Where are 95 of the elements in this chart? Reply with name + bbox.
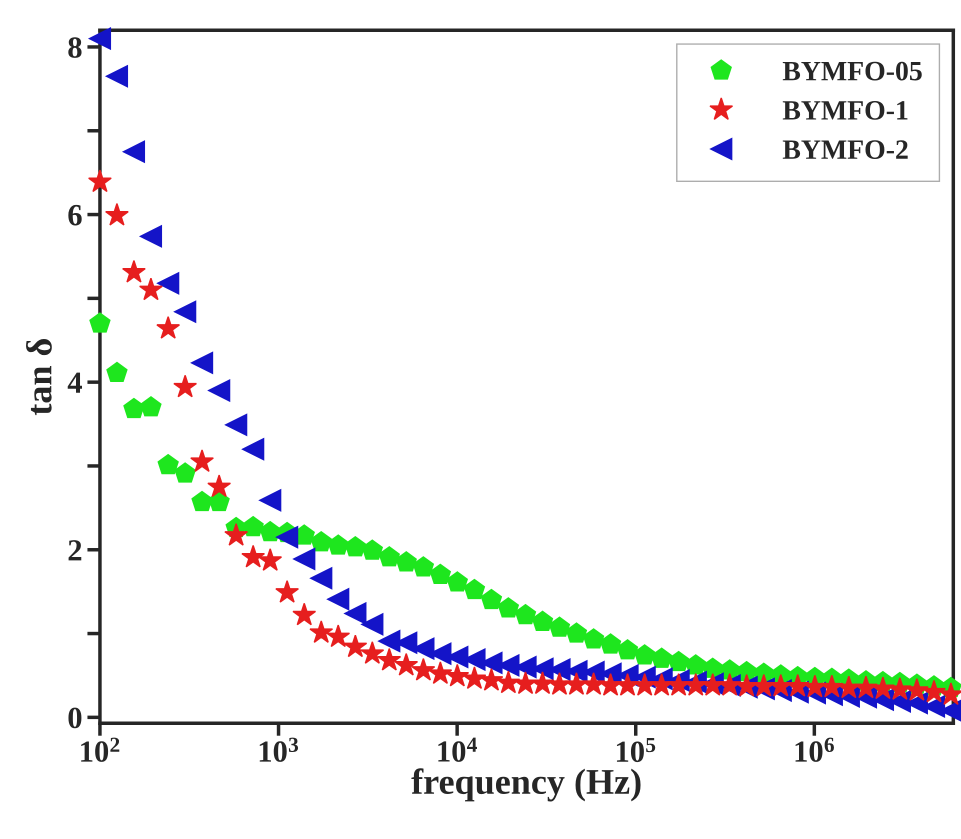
point [259,489,282,512]
point [496,670,520,694]
point [328,534,349,555]
point [446,571,468,592]
point [480,668,504,691]
point [275,580,300,603]
x-tick-label: 10$^{3}$ [260,738,298,762]
point [224,523,248,546]
point [378,630,400,652]
point [190,449,214,472]
x-tick-label: 10$^{6}$ [796,738,834,762]
point [343,634,368,658]
point [344,602,366,625]
point [820,674,844,698]
point [174,300,196,323]
point [361,613,384,636]
x-tick-label: 10$^{5}$ [616,738,656,762]
point [242,438,264,460]
point [360,641,384,664]
point [854,676,878,698]
point [140,396,162,416]
point [89,312,111,333]
point [532,610,554,631]
point [207,474,232,498]
point [566,622,588,643]
point [310,567,332,590]
point [582,672,606,695]
point [394,652,418,676]
point [362,539,383,560]
y-tick-label: 8 [68,37,82,58]
point [122,140,146,163]
point [292,602,316,626]
point [327,588,350,610]
point [582,628,604,649]
point [174,462,196,483]
legend-label: BYMFO-05 [782,62,922,80]
point [242,516,264,536]
point [428,661,452,684]
y-tick-label: 2 [68,540,82,560]
point [88,27,112,50]
point [396,551,417,572]
point [310,531,332,552]
point [922,680,946,702]
point [276,526,298,548]
point [106,362,128,382]
point [106,65,128,88]
y-tick-label: 6 [68,204,82,226]
point [668,650,690,672]
legend-label: BYMFO-1 [782,101,908,120]
point [208,490,230,512]
point [157,272,180,294]
point [480,588,502,610]
point [685,654,706,675]
x-axis-title: frequency (Hz) [411,768,641,802]
point [344,536,366,556]
point [173,374,198,398]
point [498,597,519,618]
point [600,633,622,654]
point [191,490,213,512]
point [464,578,486,600]
x-tick-label: 10$^{4}$ [438,738,477,762]
point [225,414,248,436]
point [293,548,316,570]
point [139,277,163,300]
point [258,548,282,571]
legend-label: BYMFO-2 [782,140,908,159]
x-tick-label: 10$^{2}$ [81,738,120,762]
point [88,169,112,192]
point [156,316,180,339]
point [241,544,266,568]
point [208,379,230,402]
point [123,398,145,418]
point [430,564,451,584]
point [260,521,281,542]
y-axis-title: tan δ [26,339,52,416]
y-tick-label: 4 [68,372,82,393]
point [616,639,638,660]
point [377,648,402,671]
point [309,620,334,643]
point [462,666,486,690]
point [411,658,436,681]
point [105,202,129,226]
point [514,604,536,624]
point [634,644,656,664]
point [412,556,434,576]
point [122,260,146,283]
point [158,454,179,474]
y-tick-label: 0 [68,708,82,728]
point [326,624,350,648]
point [140,225,162,248]
point [378,546,400,566]
point [651,648,672,668]
point [190,352,214,374]
point [548,616,570,637]
point [445,664,470,687]
